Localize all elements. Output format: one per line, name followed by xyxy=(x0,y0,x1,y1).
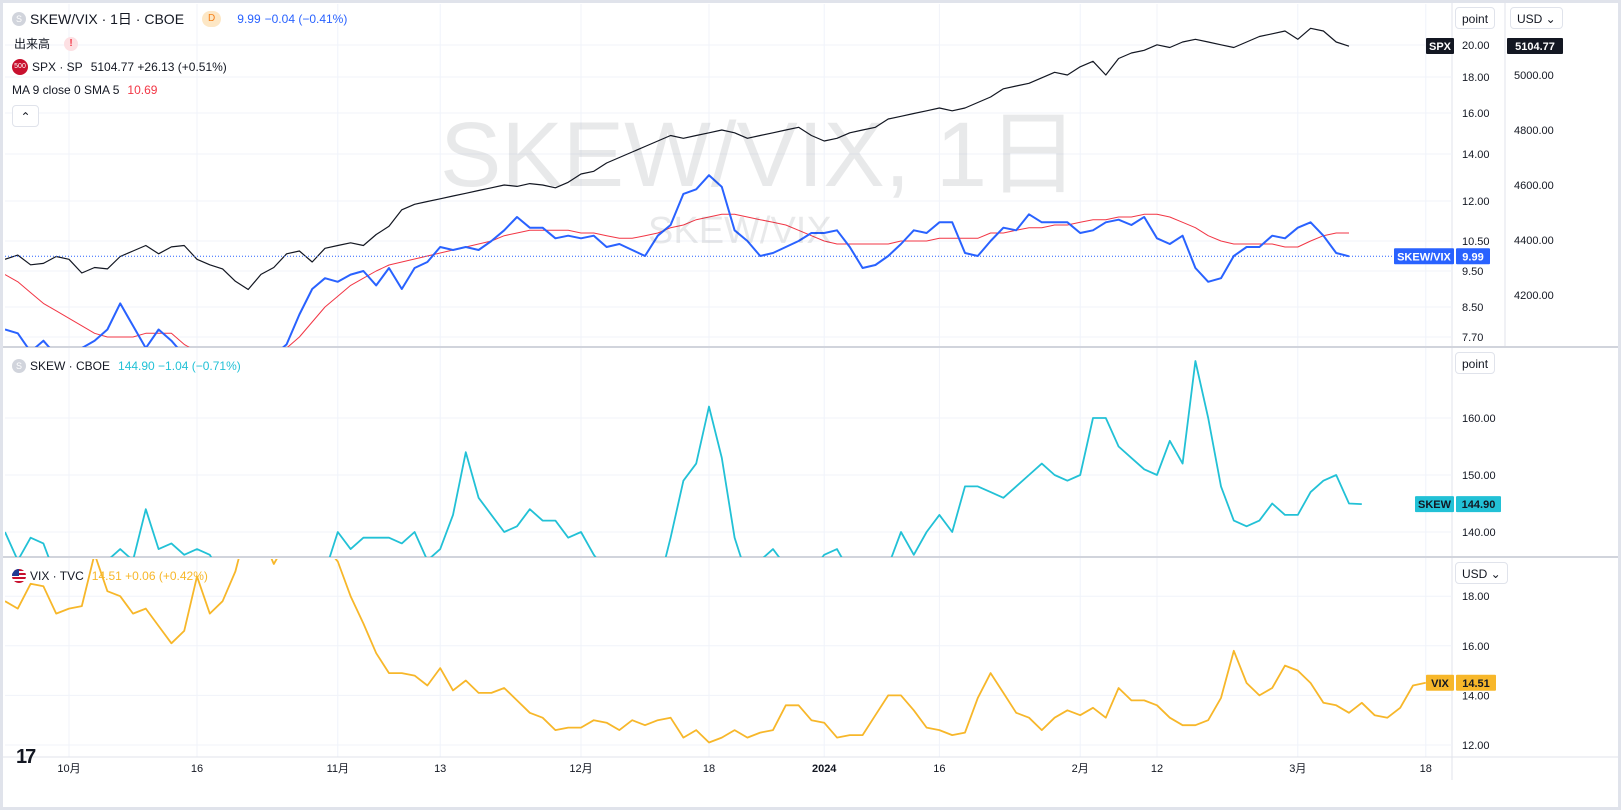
ratio-tick-label: 9.50 xyxy=(1462,266,1483,278)
ma-legend[interactable]: MA 9 close 0 SMA 5 10.69 xyxy=(12,82,157,98)
spx-name-tag-bg xyxy=(1426,38,1454,54)
ratio-tick-label: 7.70 xyxy=(1462,332,1483,344)
spx-tick-label: 5000.00 xyxy=(1514,70,1554,82)
spx-tick-label: 4200.00 xyxy=(1514,290,1554,302)
currency-select-pane1[interactable]: USD ⌄ xyxy=(1510,7,1563,29)
spx-tick-label: 4400.00 xyxy=(1514,235,1554,247)
skew-tick-label: 160.00 xyxy=(1462,413,1496,425)
ma-line xyxy=(5,213,1349,347)
ratio-line xyxy=(5,174,1350,347)
x-tick-label: 2月 xyxy=(1072,763,1089,775)
spx-line xyxy=(5,27,1350,291)
x-tick-label: 12月 xyxy=(569,763,592,775)
ratio-tick-label: 10.50 xyxy=(1462,236,1490,248)
spx-name: SPX · SP xyxy=(32,60,83,74)
vix-legend[interactable]: VIX · TVC 14.51 +0.06 (+0.42%) xyxy=(12,568,208,584)
vix-value-tag: 14.51 xyxy=(1462,678,1490,690)
volume-label: 出来高 xyxy=(14,37,51,51)
x-tick-label: 18 xyxy=(1420,763,1432,775)
spx-name-tag: SPX xyxy=(1429,41,1452,53)
symbol-logo-icon: S xyxy=(12,12,26,26)
last-value: 9.99 xyxy=(237,12,261,26)
scale-mode-button-pane2[interactable]: point xyxy=(1455,352,1496,374)
x-tick-label: 18 xyxy=(703,763,715,775)
watermark-small: SKEW/VIX xyxy=(648,210,832,252)
x-tick-label: 2024 xyxy=(812,763,837,775)
volume-legend[interactable]: 出来高 ! xyxy=(14,36,79,52)
watermark-large: SKEW/VIX, 1日 xyxy=(440,104,1080,206)
skew-tick-label: 140.00 xyxy=(1462,527,1496,539)
ratio-value-tag: 9.99 xyxy=(1462,251,1483,263)
skew-legend[interactable]: S SKEW · CBOE 144.90 −1.04 (−0.71%) xyxy=(12,358,241,374)
vix-name: VIX · TVC xyxy=(30,569,84,583)
us-flag-icon xyxy=(12,569,26,583)
vix-tick-label: 18.00 xyxy=(1462,591,1490,603)
main-legend: S SKEW/VIX · 1日 · CBOE D 9.99 −0.04 (−0.… xyxy=(12,11,347,27)
x-tick-label: 16 xyxy=(191,763,203,775)
currency-select-pane3[interactable]: USD ⌄ xyxy=(1455,562,1508,584)
tradingview-logo-icon[interactable]: 17 xyxy=(16,746,36,768)
symbol-title[interactable]: SKEW/VIX · 1日 · CBOE xyxy=(30,11,185,27)
vix-value-tag-bg xyxy=(1456,674,1496,691)
x-tick-label: 12 xyxy=(1151,763,1163,775)
skew-logo-icon: S xyxy=(12,359,26,373)
skew-name-tag: SKEW xyxy=(1418,499,1452,511)
x-tick-label: 10月 xyxy=(57,763,80,775)
scale-mode-button-pane1[interactable]: point xyxy=(1455,7,1496,29)
vix-tick-label: 16.00 xyxy=(1462,641,1490,653)
sp500-logo-icon: 500 xyxy=(12,59,28,75)
ratio-tick-label: 14.00 xyxy=(1462,149,1490,161)
ratio-tick-label: 20.00 xyxy=(1462,40,1490,52)
x-tick-label: 16 xyxy=(933,763,945,775)
spx-tick-label: 4600.00 xyxy=(1514,180,1554,192)
vix-line xyxy=(5,559,1426,744)
ratio-tick-label: 18.00 xyxy=(1462,72,1490,84)
skew-value-tag: 144.90 xyxy=(1462,499,1496,511)
skew-name-tag-bg xyxy=(1415,496,1454,513)
ratio-tick-label: 16.00 xyxy=(1462,108,1490,120)
vix-name-tag: VIX xyxy=(1431,678,1449,690)
spx-value-tag-bg xyxy=(1507,38,1563,54)
ratio-value-tag-bg xyxy=(1456,248,1490,265)
skew-value-tag-bg xyxy=(1456,496,1501,513)
spx-value-tag: 5104.77 xyxy=(1515,41,1555,53)
skew-tick-label: 150.00 xyxy=(1462,470,1496,482)
ratio-tick-label: 12.00 xyxy=(1462,196,1490,208)
x-tick-label: 3月 xyxy=(1289,763,1306,775)
spx-tick-label: 4800.00 xyxy=(1514,125,1554,137)
ratio-tick-label: 8.50 xyxy=(1462,302,1483,314)
last-change: −0.04 (−0.41%) xyxy=(264,12,348,26)
skew-name: SKEW · CBOE xyxy=(30,359,111,373)
collapse-legend-button[interactable]: ⌃ xyxy=(12,105,39,127)
ma-label: MA 9 close 0 SMA 5 xyxy=(12,83,120,97)
interval-badge: D xyxy=(202,11,222,27)
warning-icon[interactable]: ! xyxy=(64,37,79,51)
ma-value: 10.69 xyxy=(127,83,158,97)
ratio-name-tag-bg xyxy=(1394,248,1454,265)
ratio-name-tag: SKEW/VIX xyxy=(1397,251,1451,263)
vix-tick-label: 14.00 xyxy=(1462,690,1490,702)
x-tick-label: 13 xyxy=(434,763,446,775)
vix-tick-label: 12.00 xyxy=(1462,740,1490,752)
spx-legend[interactable]: 500 SPX · SP 5104.77 +26.13 (+0.51%) xyxy=(12,59,227,75)
spx-value: 5104.77 +26.13 (+0.51%) xyxy=(90,60,227,74)
vix-name-tag-bg xyxy=(1426,674,1454,691)
vix-value: 14.51 +0.06 (+0.42%) xyxy=(91,569,208,583)
skew-value: 144.90 −1.04 (−0.71%) xyxy=(118,359,241,373)
skew-line xyxy=(5,360,1362,557)
x-tick-label: 11月 xyxy=(327,763,349,775)
